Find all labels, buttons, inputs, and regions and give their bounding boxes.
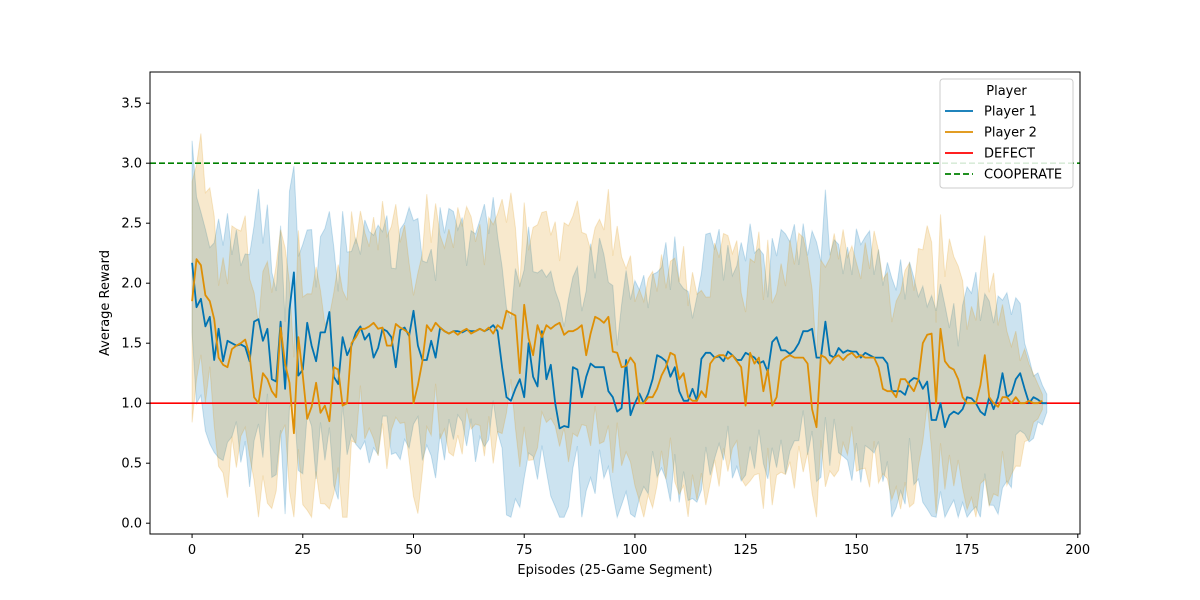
x-tick-label: 125 xyxy=(733,543,758,558)
legend: Player Player 1 Player 2 DEFECT COOPERATE xyxy=(939,78,1074,189)
x-tick-label: 25 xyxy=(295,543,312,558)
line-player-2 xyxy=(191,258,1043,435)
plot-frame xyxy=(149,71,1081,535)
series-lines xyxy=(191,258,1047,435)
y-tick-label: 0.5 xyxy=(121,457,142,472)
axes: 0 25 50 75 100 125 150 175 200 0.0 0.5 1.0 1.5 2.0 2.5… xyxy=(121,71,1090,558)
legend-label-cooperate: COOPERATE xyxy=(984,168,1062,183)
line-player-1 xyxy=(191,262,1047,430)
y-tick-label: 2.0 xyxy=(121,277,142,292)
y-axis-label: Average Reward xyxy=(98,250,113,356)
legend-box xyxy=(939,78,1074,189)
x-tick-label: 100 xyxy=(623,543,648,558)
y-tick-label: 3.5 xyxy=(121,97,142,112)
x-tick-label: 150 xyxy=(844,543,869,558)
x-tick-label: 200 xyxy=(1065,543,1090,558)
legend-label-player-1: Player 1 xyxy=(984,105,1037,120)
x-tick-label: 50 xyxy=(405,543,422,558)
legend-label-player-2: Player 2 xyxy=(984,126,1037,141)
x-axis-label: Episodes (25-Game Segment) xyxy=(517,563,712,578)
x-tick-label: 0 xyxy=(188,543,196,558)
y-tick-label: 1.0 xyxy=(121,397,142,412)
y-tick-label: 3.0 xyxy=(121,157,142,172)
confidence-bands xyxy=(191,133,1048,520)
legend-label-defect: DEFECT xyxy=(984,147,1035,162)
x-tick-label: 75 xyxy=(516,543,533,558)
y-tick-label: 2.5 xyxy=(121,217,142,232)
y-tick-label: 0.0 xyxy=(121,517,142,532)
band-player-1 xyxy=(191,140,1048,520)
band-player-2 xyxy=(191,133,1043,519)
legend-title: Player xyxy=(986,84,1027,99)
y-tick-label: 1.5 xyxy=(121,337,142,352)
x-tick-label: 175 xyxy=(955,543,980,558)
